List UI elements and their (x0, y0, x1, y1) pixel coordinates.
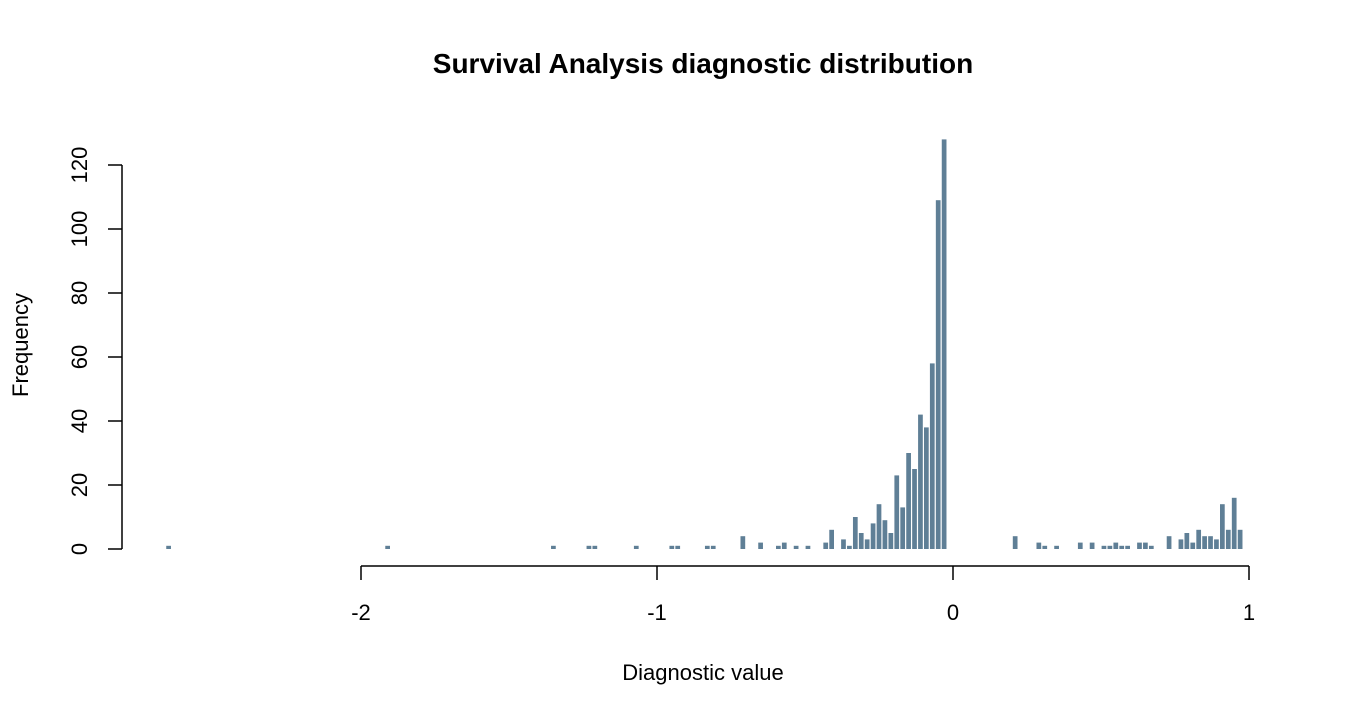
histogram-bar (894, 475, 900, 549)
x-tick-label: 1 (1243, 600, 1255, 625)
x-tick-label: -2 (351, 600, 371, 625)
histogram-bar (805, 545, 811, 549)
y-tick-label: 60 (67, 345, 92, 369)
histogram-bar (633, 545, 639, 549)
histogram-bar (1125, 545, 1130, 549)
histogram-bar (1119, 545, 1125, 549)
histogram-bar (876, 504, 882, 549)
y-tick-label: 80 (67, 281, 92, 305)
histogram-bar (858, 533, 864, 549)
histogram-bar (669, 545, 675, 549)
histogram-bar (1054, 545, 1059, 549)
histogram-bar (852, 517, 858, 549)
histogram-bar (924, 427, 929, 549)
histogram-bar (941, 139, 947, 549)
histogram-bar (1101, 545, 1107, 549)
histogram-bar (1036, 542, 1042, 549)
histogram-bar (551, 545, 556, 549)
histogram-bar (758, 542, 763, 549)
bars-group (166, 139, 1243, 549)
x-tick-label: -1 (647, 600, 667, 625)
histogram-bar (1113, 542, 1119, 549)
histogram-bar (900, 507, 906, 549)
histogram-bar (1231, 497, 1237, 549)
histogram-bar (1012, 536, 1018, 549)
histogram-bar (586, 545, 592, 549)
histogram-bar (781, 542, 787, 549)
histogram-bar (166, 545, 171, 549)
histogram-bar (847, 545, 852, 549)
x-tick-label: 0 (947, 600, 959, 625)
histogram-bar (935, 200, 941, 549)
histogram-bar (1208, 536, 1213, 549)
histogram-bar (829, 529, 834, 549)
chart-title: Survival Analysis diagnostic distributio… (433, 48, 973, 79)
histogram-bar (1190, 542, 1196, 549)
histogram-bar (1042, 545, 1048, 549)
histogram-bar (1148, 545, 1154, 549)
histogram-bar (740, 536, 746, 549)
histogram-bar (864, 539, 870, 549)
histogram-bar (675, 545, 681, 549)
histogram-bar (1225, 529, 1231, 549)
x-axis-label: Diagnostic value (622, 660, 783, 685)
histogram-bar (1137, 542, 1142, 549)
histogram-bar (918, 414, 923, 549)
histogram-bar (906, 453, 911, 549)
histogram-bar (1184, 533, 1190, 549)
histogram-bar (385, 545, 390, 549)
x-axis: -2 -1 0 1 (351, 565, 1255, 625)
histogram-bar (1089, 542, 1095, 549)
histogram-bar (1202, 536, 1207, 549)
y-tick-label: 40 (67, 409, 92, 433)
histogram-bar (888, 533, 894, 549)
histogram-bar (704, 545, 710, 549)
histogram-bar (1077, 542, 1083, 549)
histogram-bar (1143, 542, 1148, 549)
histogram-bar (1107, 545, 1113, 549)
histogram-bar (929, 363, 935, 549)
histogram-bar (793, 545, 799, 549)
histogram-bar (592, 545, 598, 549)
histogram-bar (1178, 539, 1184, 549)
histogram-bar (882, 520, 888, 549)
histogram-bar (1196, 529, 1202, 549)
y-tick-label: 0 (67, 543, 92, 555)
histogram-bar (841, 539, 846, 549)
histogram-bar (1220, 504, 1225, 549)
y-tick-label: 20 (67, 473, 92, 497)
histogram-bar (912, 469, 917, 549)
histogram-bar (823, 542, 829, 549)
histogram-bar (710, 545, 716, 549)
histogram-bar (1166, 536, 1172, 549)
y-axis-label: Frequency (8, 293, 33, 397)
histogram-bar (1237, 529, 1243, 549)
y-tick-label: 100 (67, 211, 92, 248)
y-axis: 0 20 40 60 80 100 120 (67, 147, 123, 555)
histogram-bar (1214, 539, 1219, 549)
histogram-bar (870, 523, 876, 549)
histogram-bar (776, 545, 781, 549)
y-tick-label: 120 (67, 147, 92, 184)
